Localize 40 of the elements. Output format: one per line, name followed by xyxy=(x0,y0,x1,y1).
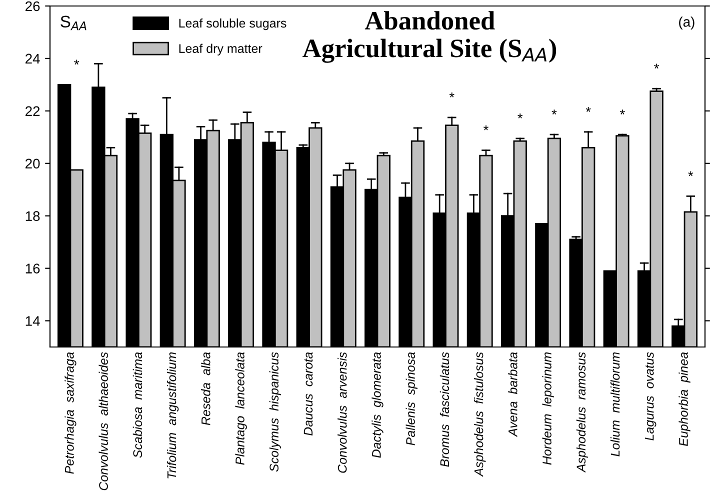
annotation: * xyxy=(484,125,488,130)
x-tick-label: Avena barbata xyxy=(508,352,518,438)
x-tick-label: Trifolium angustifolium xyxy=(166,352,179,478)
text: Abandoned Agricultural Site (S$_{AA}$) xyxy=(302,11,556,63)
x-tick-label: Euphorbia pinea xyxy=(678,352,690,446)
y-tick-label: 14 xyxy=(26,316,40,326)
legend-label: Leaf soluble sugars xyxy=(179,18,286,30)
annotation: (a) xyxy=(679,16,694,30)
y-tick-label: 24 xyxy=(26,54,40,64)
x-tick-label: Asphodelus ramosus xyxy=(576,352,588,473)
annotation: * xyxy=(586,106,591,112)
y-tick-label: 20 xyxy=(26,158,40,169)
x-tick-label: Pallenis spinosa xyxy=(406,352,418,446)
y-tick-label: 18 xyxy=(26,211,40,222)
annotation: * xyxy=(552,110,557,114)
x-tick-label: Scabiosa maritima xyxy=(132,352,142,458)
x-tick-label: Hordeum leporinum xyxy=(542,352,554,465)
annotation: * xyxy=(518,114,523,118)
x-tick-label: Plantago lanceolata xyxy=(235,352,247,465)
x-tick-label: Asphodelus fistulosus xyxy=(474,352,486,477)
annotation: * xyxy=(688,171,694,176)
annotation: * xyxy=(654,64,660,69)
x-tick-label: Convolvulus althaeoides xyxy=(98,352,108,490)
annotation: S$_{AA}$ xyxy=(60,16,86,30)
y-tick-label: 22 xyxy=(26,106,40,116)
annotation: * xyxy=(620,110,625,114)
y-tick-label: 26 xyxy=(26,1,40,12)
x-tick-label: Bromus fasciculatus xyxy=(440,352,450,467)
x-tick-label: Scolymus hispanicus xyxy=(269,352,281,472)
x-tick-label: Petrorhagia saxifraga xyxy=(64,352,76,474)
y-tick-label: 16 xyxy=(26,264,40,274)
x-tick-label: Convolvulus arvensis xyxy=(338,352,347,473)
legend-label: Leaf dry matter xyxy=(179,44,262,56)
x-tick-label: Daucus carota xyxy=(304,352,313,436)
x-tick-label: Reseda alba xyxy=(201,352,210,426)
annotation: * xyxy=(449,92,454,98)
x-tick-label: Lagurus ovatus xyxy=(645,352,656,440)
x-tick-label: Lolium multiflorum xyxy=(610,352,620,456)
annotation: * xyxy=(74,60,80,65)
x-tick-label: Dactylis glomerata xyxy=(372,352,384,458)
